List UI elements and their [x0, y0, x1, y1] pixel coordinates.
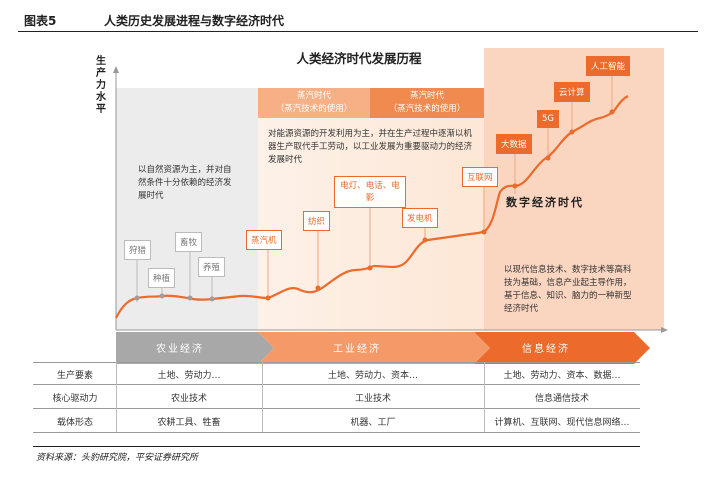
table-bottom-rule — [33, 432, 640, 433]
milestone-ai: 人工智能 — [586, 56, 631, 76]
era-head-title: 蒸汽时代 — [296, 91, 331, 101]
table-row-label: 载体形态 — [56, 418, 93, 428]
agriculture-era-zone — [116, 88, 258, 330]
milestone-electric: 电灯、电话、电影 — [334, 176, 406, 208]
milestone-5g: 5G — [537, 110, 559, 128]
table-cell: 土地、劳动力、资本… — [327, 371, 418, 381]
curve-points-industry — [265, 109, 615, 301]
table-column-divider — [116, 362, 117, 432]
stage-label-agriculture: 农业经济 — [156, 344, 204, 355]
table-cell: 工业技术 — [354, 394, 391, 404]
figure-number: 图表5 — [24, 14, 57, 28]
table-rule — [33, 384, 640, 385]
table-cell: 计算机、互联网、现代信息网络… — [494, 418, 630, 428]
milestone-internet: 互联网 — [462, 167, 498, 187]
information-description: 以现代信息技术、数字技术等高科技为基础，信息产业起主导作用，基于信息、知识、脑力… — [504, 265, 632, 314]
milestone-breeding: 养殖 — [198, 257, 226, 277]
milestone-textile: 纺织 — [303, 211, 331, 231]
table-cell: 土地、劳动力… — [157, 371, 221, 381]
table-column-divider — [484, 362, 485, 432]
era-head-subtitle: （蒸汽技术的使用） — [388, 104, 466, 114]
table-cell: 农耕工具、牲畜 — [157, 418, 221, 428]
source-rule — [33, 446, 640, 447]
milestone-cloud-computing: 云计算 — [554, 82, 590, 102]
era-head-steam-2: 蒸汽时代 （蒸汽技术的使用） — [370, 88, 484, 118]
milestone-planting: 种植 — [148, 268, 176, 288]
era-head-title: 蒸汽时代 — [409, 91, 444, 101]
diagram-title: 人类经济时代发展历程 — [296, 51, 422, 66]
table-cell: 信息通信技术 — [534, 394, 589, 404]
milestone-steam-engine: 蒸汽机 — [246, 230, 282, 250]
milestone-power-generator: 发电机 — [402, 208, 438, 228]
table-cell: 机器、工厂 — [350, 418, 396, 428]
digital-era-label: 数字经济时代 — [506, 196, 584, 209]
era-head-steam-1: 蒸汽时代 （蒸汽技术的使用） — [258, 88, 370, 118]
table-row-label: 生产要素 — [56, 371, 93, 381]
industry-era-zone — [258, 88, 484, 330]
figure-title: 人类历史发展进程与数字经济时代 — [104, 14, 285, 28]
leader-lines-industry — [267, 70, 613, 298]
stage-label-information: 信息经济 — [522, 344, 570, 355]
industry-description: 对能源资源的开发利用为主，并在生产过程中逐渐以机器生产取代手工劳动，以工业发展为… — [268, 129, 473, 165]
figure-header: 图表5 人类历史发展进程与数字经济时代 — [18, 8, 698, 32]
table-cell: 土地、劳动力、资本、数据… — [503, 371, 621, 381]
productivity-curve — [115, 95, 629, 319]
table-column-divider — [262, 362, 263, 432]
banner-agriculture — [116, 332, 274, 364]
milestone-big-data: 大数据 — [496, 134, 532, 154]
table-rule — [33, 408, 640, 409]
milestone-hunting: 狩猎 — [124, 240, 152, 260]
milestone-herding: 畜牧 — [175, 232, 203, 252]
y-axis-label: 生产力水平 — [96, 56, 106, 115]
agriculture-description: 以自然资源为主，并对自然条件十分依赖的经济发展时代 — [138, 165, 232, 201]
era-head-subtitle: （蒸汽技术的使用） — [275, 104, 353, 114]
stage-label-industry: 工业经济 — [333, 344, 381, 355]
curve-points-agri — [134, 293, 215, 302]
table-cell: 农业技术 — [170, 394, 207, 404]
table-row-label: 核心驱动力 — [52, 394, 98, 404]
x-axis-arrowhead — [661, 327, 668, 333]
banner-industry — [258, 332, 490, 364]
source-note: 资料来源：头豹研究院，平安证券研究所 — [36, 453, 199, 463]
table-top-rule — [33, 362, 640, 363]
banner-information — [474, 332, 650, 364]
y-axis-arrowhead — [113, 66, 119, 73]
